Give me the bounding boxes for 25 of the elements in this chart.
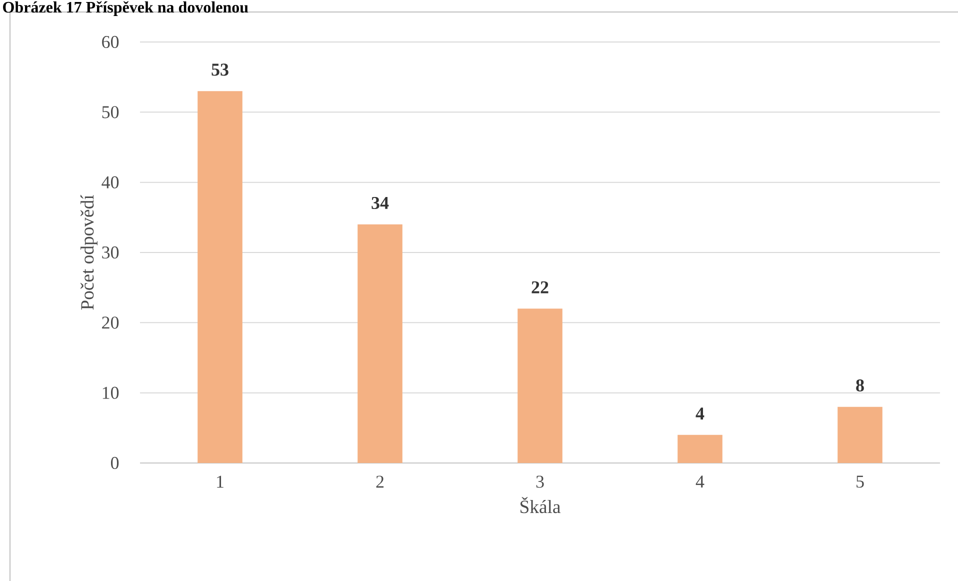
bar xyxy=(198,91,242,463)
data-label: 53 xyxy=(212,64,228,76)
x-axis-title: Škála xyxy=(520,496,560,514)
bar xyxy=(518,308,562,463)
y-tick-label: 20 xyxy=(102,316,119,329)
y-tick-label: 60 xyxy=(102,36,119,48)
bar xyxy=(678,434,722,463)
data-label: 34 xyxy=(372,196,389,210)
y-tick-label: 50 xyxy=(102,106,119,118)
x-tick-label: 4 xyxy=(696,476,704,488)
data-label: 8 xyxy=(856,379,864,392)
bar xyxy=(838,406,882,463)
chart-title: Obrázek 17 Příspěvek na dovolenou xyxy=(3,1,248,16)
x-tick-label: 2 xyxy=(376,476,384,488)
data-label: 22 xyxy=(532,281,548,294)
x-tick-label: 5 xyxy=(856,476,864,488)
y-axis-title: Počet odpovědí xyxy=(80,194,98,310)
y-tick-label: 30 xyxy=(102,246,119,259)
data-label: 4 xyxy=(696,408,704,420)
y-tick-label: 40 xyxy=(102,176,119,188)
x-tick-label: 1 xyxy=(217,476,224,488)
x-tick-label: 3 xyxy=(536,476,544,488)
y-tick-label: 10 xyxy=(102,386,119,399)
y-tick-label: 0 xyxy=(110,456,119,470)
bar xyxy=(358,224,402,463)
